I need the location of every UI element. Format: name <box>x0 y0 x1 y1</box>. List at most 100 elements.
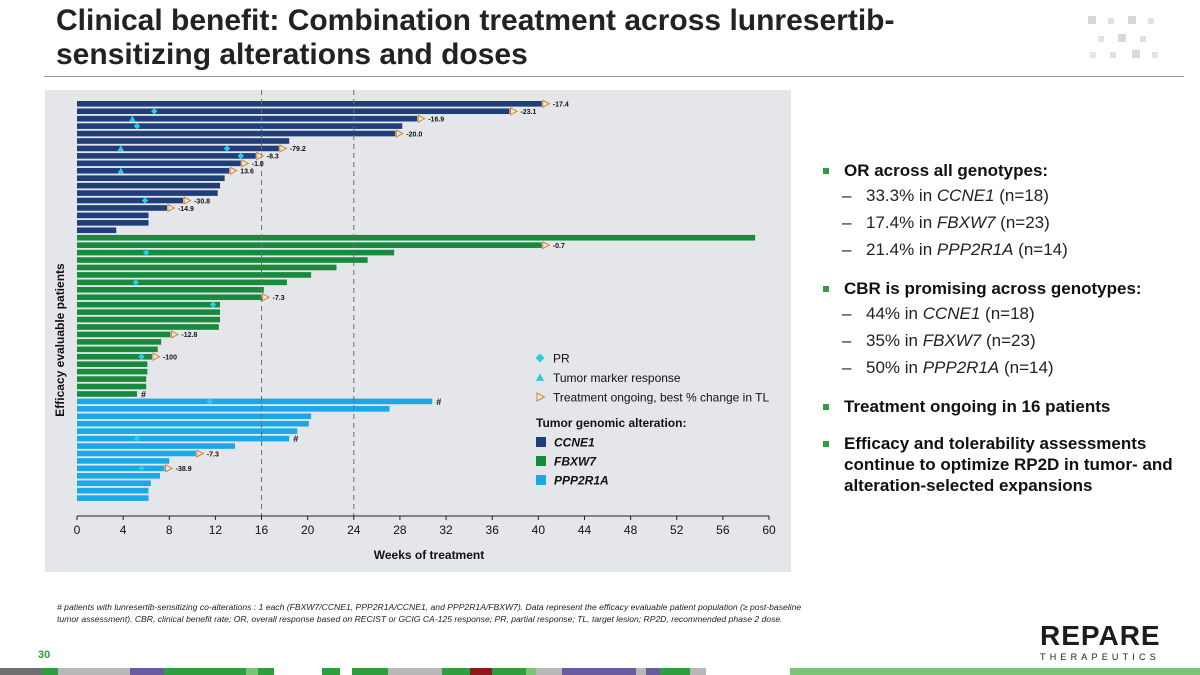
bar-ccne1 <box>77 160 241 167</box>
x-tick-label: 32 <box>439 523 453 537</box>
best-change-label: -79.2 <box>290 146 306 153</box>
bar-ccne1 <box>77 190 218 196</box>
bar-fbxw7 <box>77 242 542 248</box>
best-change-label: -23.1 <box>521 109 537 116</box>
bar-ppp2r1a <box>77 495 149 501</box>
brand-name: REPARE <box>1040 620 1161 651</box>
best-change-label: -20.0 <box>406 131 422 138</box>
x-tick-label: 36 <box>486 523 500 537</box>
pr-marker <box>138 465 145 472</box>
pr-marker <box>206 398 213 405</box>
sub-bullet-item: –35% in FBXW7 (n=23) <box>820 330 1192 351</box>
ongoing-marker <box>167 203 176 213</box>
bar-ppp2r1a <box>77 458 170 464</box>
co-alteration-hash: # <box>293 434 298 444</box>
bar-fbxw7 <box>77 301 221 308</box>
bar-fbxw7 <box>77 257 368 263</box>
sub-bullet-item: –33.3% in CCNE1 (n=18) <box>820 185 1192 206</box>
gene-name: FBXW7 <box>922 331 982 350</box>
bar-ppp2r1a <box>77 406 390 412</box>
bar-ccne1 <box>77 145 279 152</box>
bar-fbxw7 <box>77 264 337 271</box>
bar-fbxw7 <box>77 331 171 338</box>
best-change-label: -1.0 <box>252 161 264 168</box>
bullet-item: Treatment ongoing in 16 patients <box>820 396 1192 417</box>
legend-label: Tumor marker response <box>553 371 681 385</box>
sub-bullet-text: 17.4% in <box>866 213 937 232</box>
pr-marker <box>132 279 140 286</box>
bar-ccne1 <box>77 130 396 137</box>
ongoing-marker <box>170 330 179 339</box>
best-change-label: -7.3 <box>273 295 285 302</box>
brand-subtitle: THERAPEUTICS <box>1040 652 1160 662</box>
pr-marker <box>209 301 217 308</box>
footer-color-strip <box>0 668 1200 675</box>
bar-ppp2r1a <box>77 473 161 479</box>
bar-fbxw7 <box>77 324 219 330</box>
x-tick-label: 16 <box>255 523 269 537</box>
best-change-label: -14.9 <box>178 206 194 213</box>
ongoing-marker <box>395 129 404 138</box>
x-tick-label: 44 <box>578 523 592 537</box>
bar-fbxw7 <box>77 346 158 353</box>
ongoing-marker <box>241 159 250 168</box>
bar-ccne1 <box>77 115 418 122</box>
gene-name: CCNE1 <box>922 304 981 323</box>
sub-bullet-count: (n=14) <box>1013 240 1068 259</box>
company-logo: REPARE THERAPEUTICS <box>1040 620 1161 663</box>
x-tick-label: 0 <box>74 523 81 537</box>
sub-bullet-text: 50% in <box>866 358 923 377</box>
key-findings-list: OR across all genotypes: –33.3% in CCNE1 … <box>820 160 1192 500</box>
sub-bullet-text: 44% in <box>866 304 923 323</box>
bar-ccne1 <box>77 220 149 226</box>
y-axis-title: Efficacy evaluable patients <box>53 263 67 417</box>
bar-fbxw7 <box>77 368 148 375</box>
pr-marker <box>141 197 149 204</box>
legend-tumor-icon <box>535 373 545 381</box>
ongoing-marker <box>229 166 238 175</box>
bar-fbxw7 <box>77 391 137 397</box>
sub-bullet-text: 33.3% in <box>866 186 937 205</box>
co-alteration-hash: # <box>436 397 441 407</box>
bullet-text: OR across all genotypes: <box>844 161 1049 180</box>
bar-fbxw7 <box>77 353 152 360</box>
gene-name: CCNE1 <box>936 186 995 205</box>
sub-bullet-dash: – <box>842 331 852 350</box>
legend-ongoing-icon <box>536 392 546 402</box>
sub-bullet-item: –21.4% in PPP2R1A (n=14) <box>820 239 1192 260</box>
tumor-marker <box>117 167 125 174</box>
bar-ppp2r1a <box>77 450 196 457</box>
sub-bullet-text: 35% in <box>866 331 923 350</box>
bullet-item: CBR is promising across genotypes: <box>820 278 1192 299</box>
bar-fbxw7 <box>77 294 262 301</box>
x-tick-label: 56 <box>716 523 730 537</box>
bullet-text: Efficacy and tolerability assessments co… <box>844 434 1173 495</box>
bullet-item: OR across all genotypes: <box>820 160 1192 181</box>
x-tick-label: 48 <box>624 523 638 537</box>
x-tick-label: 24 <box>347 523 361 537</box>
decorative-dots-icon <box>1088 16 1158 58</box>
legend-group-label: FBXW7 <box>554 455 597 469</box>
sub-bullet-dash: – <box>842 213 852 232</box>
best-change-label: -12.8 <box>181 332 197 339</box>
ongoing-marker <box>262 293 271 302</box>
sub-bullet-dash: – <box>842 240 852 259</box>
tumor-marker <box>129 115 136 122</box>
legend-label: Treatment ongoing, best % change in TL <box>553 391 769 405</box>
bullet-text: Treatment ongoing in 16 patients <box>844 397 1111 416</box>
bar-ccne1 <box>77 123 403 129</box>
bar-ppp2r1a <box>77 420 309 427</box>
bar-ppp2r1a <box>77 428 298 434</box>
ongoing-marker <box>542 240 551 250</box>
legend-groups-title: Tumor genomic alteration: <box>536 416 686 430</box>
bar-fbxw7 <box>77 272 312 278</box>
pr-marker <box>237 152 244 160</box>
sub-bullet-count: (n=18) <box>994 186 1049 205</box>
bullet-square-icon <box>823 286 829 292</box>
bar-ppp2r1a <box>77 443 236 449</box>
bar-ccne1 <box>77 175 225 181</box>
bar-fbxw7 <box>77 383 147 390</box>
sub-bullet-count: (n=23) <box>995 213 1050 232</box>
pr-marker <box>133 122 141 130</box>
bar-fbxw7 <box>77 309 221 315</box>
